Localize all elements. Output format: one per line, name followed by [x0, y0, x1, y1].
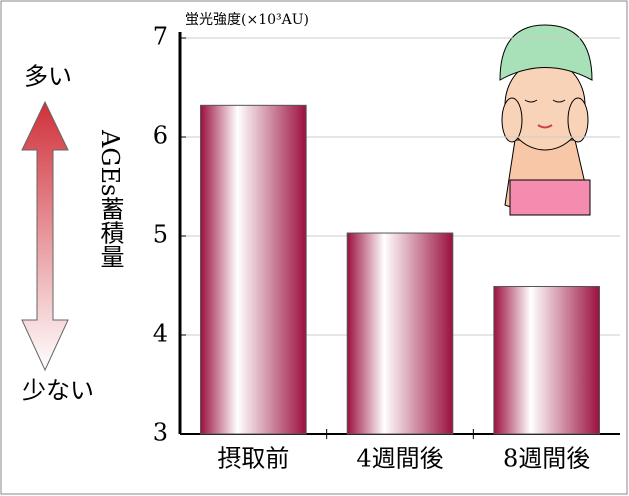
- chart: 蛍光強度(×10³AU) 多い 少ない AGEs蓄積量 3 4 5 6 7 摂取前 4週間後…: [0, 0, 629, 496]
- y-tick-label: 6: [153, 122, 168, 150]
- x-tick-label: 4週間後: [356, 445, 443, 473]
- y-tick-label: 7: [153, 23, 168, 51]
- annotation-axis: AGEs蓄積量: [96, 129, 124, 268]
- x-tick-label: 8週間後: [503, 445, 590, 473]
- annotation-high: 多い: [24, 63, 72, 91]
- bar: [347, 233, 453, 434]
- y-tick-label: 5: [153, 221, 168, 249]
- y-axis-label: 蛍光強度(×10³AU): [185, 12, 309, 28]
- annotation-low: 少ない: [22, 377, 94, 405]
- x-tick-label: 摂取前: [217, 445, 289, 473]
- y-tick-label: 4: [153, 320, 168, 348]
- illustration: [500, 25, 592, 215]
- bar: [494, 286, 600, 434]
- y-tick-label: 3: [153, 419, 168, 447]
- bar: [201, 105, 307, 434]
